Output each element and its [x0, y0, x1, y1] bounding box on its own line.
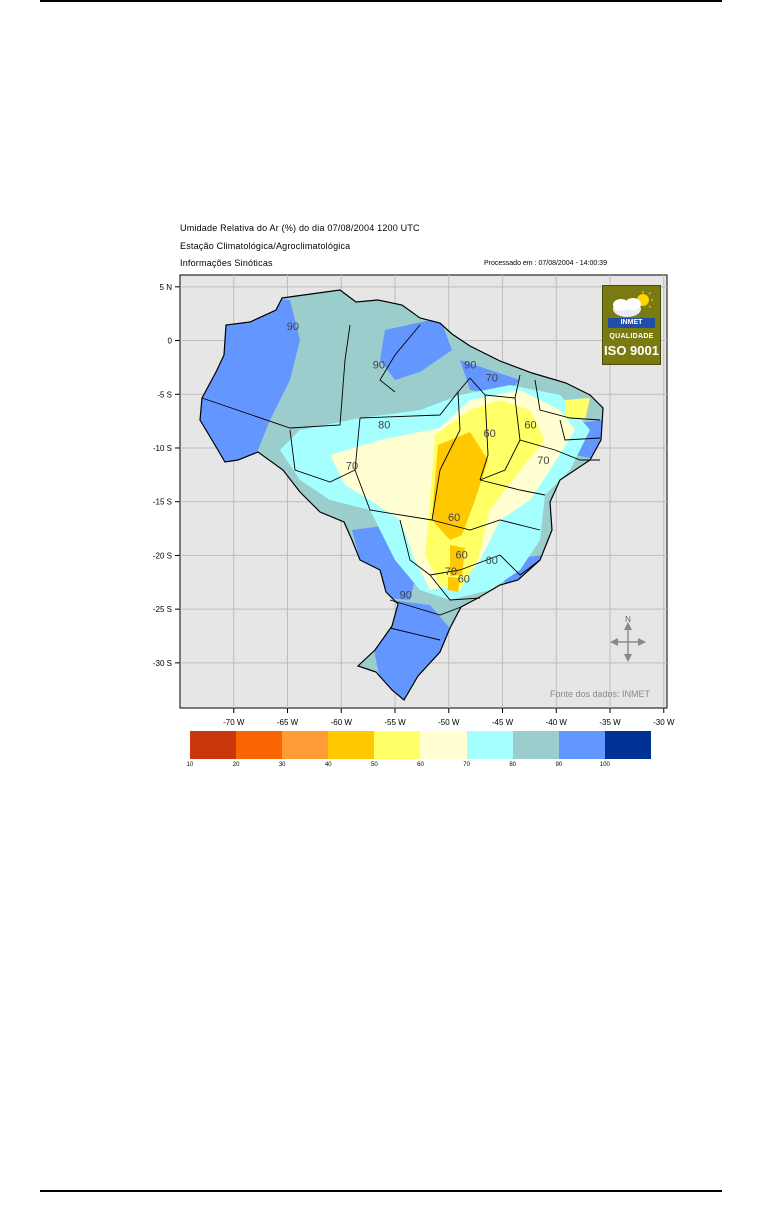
- map-subtitle-synoptic: Informações Sinóticas: [180, 258, 273, 268]
- legend-swatch: [190, 731, 237, 759]
- compass-north-label: N: [625, 615, 631, 624]
- iso-quality-badge: INMET QUALIDADE ISO 9001: [602, 285, 661, 365]
- legend-swatch: [420, 731, 467, 759]
- humidity-legend: [190, 731, 651, 759]
- contour-value-label: 70: [486, 372, 498, 384]
- legend-tick-label: 30: [278, 762, 286, 768]
- badge-standard: ISO 9001: [604, 343, 659, 358]
- zone-90-100-north: [380, 318, 452, 380]
- legend-tick-label: 90: [555, 762, 563, 768]
- bottom-rule: [40, 1190, 722, 1192]
- contour-value-label: 80: [378, 420, 390, 432]
- contour-value-label: 70: [445, 566, 457, 578]
- legend-swatch: [282, 731, 329, 759]
- legend-tick-label: 40: [324, 762, 332, 768]
- contour-value-label: 90: [373, 359, 385, 371]
- latitude-label: -10 S: [153, 444, 172, 453]
- legend-swatch: [558, 731, 605, 759]
- legend-swatch: [374, 731, 421, 759]
- data-source: Fonte dos dados: INMET: [550, 689, 651, 699]
- longitude-label: -60 W: [331, 718, 353, 727]
- legend-tick-label: 20: [232, 762, 240, 768]
- map-subtitle-station: Estação Climatológica/Agroclimatológica: [180, 241, 351, 251]
- contour-value-label: 70: [346, 460, 358, 472]
- contour-value-label: 90: [287, 321, 299, 333]
- latitude-label: -5 S: [157, 390, 172, 399]
- longitude-labels: -70 W -65 W -60 W -55 W -50 W -45 W -40 W -35 W…: [223, 708, 675, 727]
- contour-value-label: 60: [456, 550, 468, 562]
- state-borders: [201, 324, 601, 641]
- longitude-label: -40 W: [546, 718, 568, 727]
- badge-org: INMET: [608, 318, 655, 328]
- contour-value-label: 60: [483, 428, 495, 440]
- latitude-label: 0: [168, 337, 173, 346]
- weather-cloud-sun-icon: [613, 291, 653, 317]
- contour-value-label: 90: [400, 589, 412, 601]
- latitude-labels: 5 N 0 -5 S -10 S -15 S -20 S -25 S -30 S: [153, 283, 180, 668]
- longitude-label: -70 W: [223, 718, 245, 727]
- longitude-label: -45 W: [492, 718, 514, 727]
- legend-swatch: [236, 731, 283, 759]
- latitude-label: 5 N: [160, 283, 173, 292]
- longitude-label: -30 W: [653, 718, 675, 727]
- contour-value-label: 60: [448, 512, 460, 524]
- processed-timestamp: Processado em : 07/08/2004 - 14:00:39: [484, 260, 607, 267]
- contour-value-label: 60: [486, 555, 498, 567]
- contour-value-label: 60: [524, 420, 536, 432]
- legend-tick-label: 70: [463, 762, 470, 768]
- map-title: Umidade Relativa do Ar (%) do dia 07/08/…: [180, 223, 420, 233]
- compass-arrows-icon: [610, 622, 646, 662]
- contour-value-label: 70: [537, 455, 549, 467]
- longitude-label: -35 W: [599, 718, 621, 727]
- latitude-label: -25 S: [153, 605, 172, 614]
- legend-swatch: [466, 731, 513, 759]
- zone-90-100-south: [372, 600, 460, 700]
- legend-tick-label: 100: [599, 762, 610, 768]
- longitude-label: -55 W: [384, 718, 406, 727]
- latitude-label: -15 S: [153, 498, 172, 507]
- zone-40-50-small: [448, 577, 460, 592]
- latitude-label: -30 S: [153, 659, 172, 668]
- zone-40-50-south: [450, 545, 465, 576]
- latitude-label: -20 S: [153, 551, 172, 560]
- contour-value-label: 60: [458, 573, 470, 585]
- legend-tick-label: 10: [186, 762, 194, 768]
- longitude-label: -50 W: [438, 718, 460, 727]
- zone-50-60-ne: [565, 398, 590, 420]
- top-rule: [40, 0, 722, 2]
- legend-swatch: [604, 731, 651, 759]
- legend-tick-label: 80: [509, 762, 517, 768]
- longitude-label: -65 W: [277, 718, 299, 727]
- legend-swatch: [328, 731, 375, 759]
- legend-tick-label: 50: [371, 762, 378, 768]
- badge-quality: QUALIDADE: [609, 333, 654, 340]
- legend-tick-label: 60: [417, 762, 424, 768]
- legend-swatch: [512, 731, 559, 759]
- contour-value-label: 90: [464, 359, 476, 371]
